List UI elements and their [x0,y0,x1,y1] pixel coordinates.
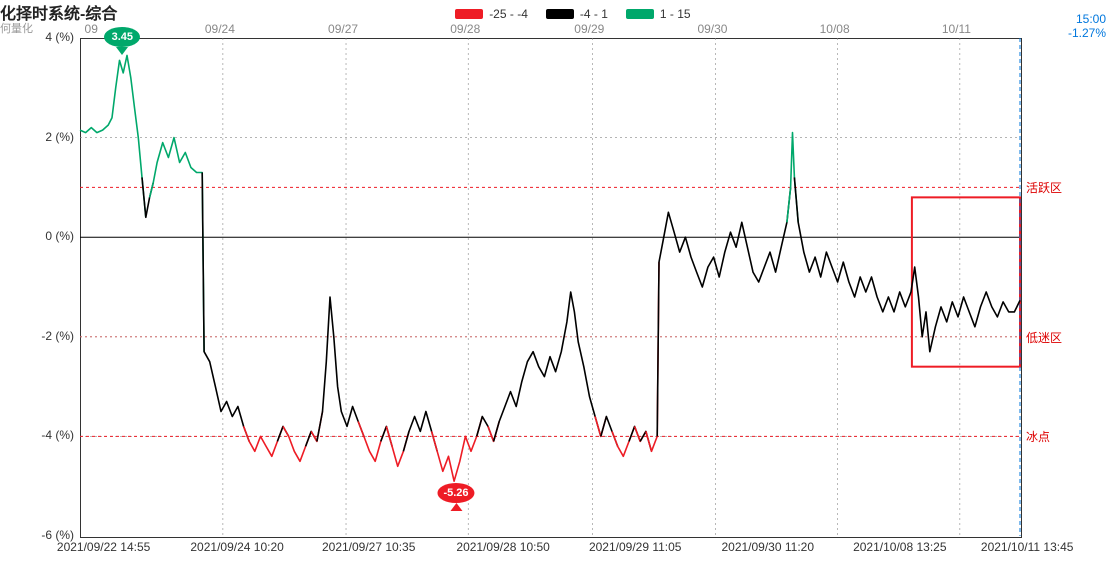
top-date-label: 10/08 [820,22,850,36]
y-tick-label: -4 (%) [41,428,74,442]
top-date-label: 09/27 [328,22,358,36]
top-date-label: 09/30 [697,22,727,36]
zone-label: 活跃区 [1026,179,1062,196]
y-tick-label: 4 (%) [45,30,74,44]
y-tick-label: 2 (%) [45,130,74,144]
value-marker: -5.26 [437,483,474,511]
bottom-time-label: 2021/09/30 11:20 [721,540,814,554]
y-tick-label: 0 (%) [45,229,74,243]
zone-label: 冰点 [1026,428,1050,445]
top-date-label: 09/28 [450,22,480,36]
bottom-time-label: 2021/09/29 11:05 [589,540,682,554]
top-date-label: 09 [85,22,98,36]
top-date-label: 09/29 [574,22,604,36]
bottom-time-label: 2021/10/08 13:25 [853,540,946,554]
zone-label: 低迷区 [1026,329,1062,346]
bottom-time-label: 2021/09/24 10:20 [190,540,283,554]
value-marker: 3.45 [104,27,140,55]
top-date-label: 09/24 [205,22,235,36]
bottom-time-label: 2021/10/11 13:45 [981,540,1074,554]
y-tick-label: -2 (%) [41,329,74,343]
bottom-time-label: 2021/09/27 10:35 [322,540,415,554]
top-date-label: 10/11 [942,22,971,36]
bottom-time-label: 2021/09/28 10:50 [456,540,549,554]
bottom-time-label: 2021/09/22 14:55 [57,540,150,554]
